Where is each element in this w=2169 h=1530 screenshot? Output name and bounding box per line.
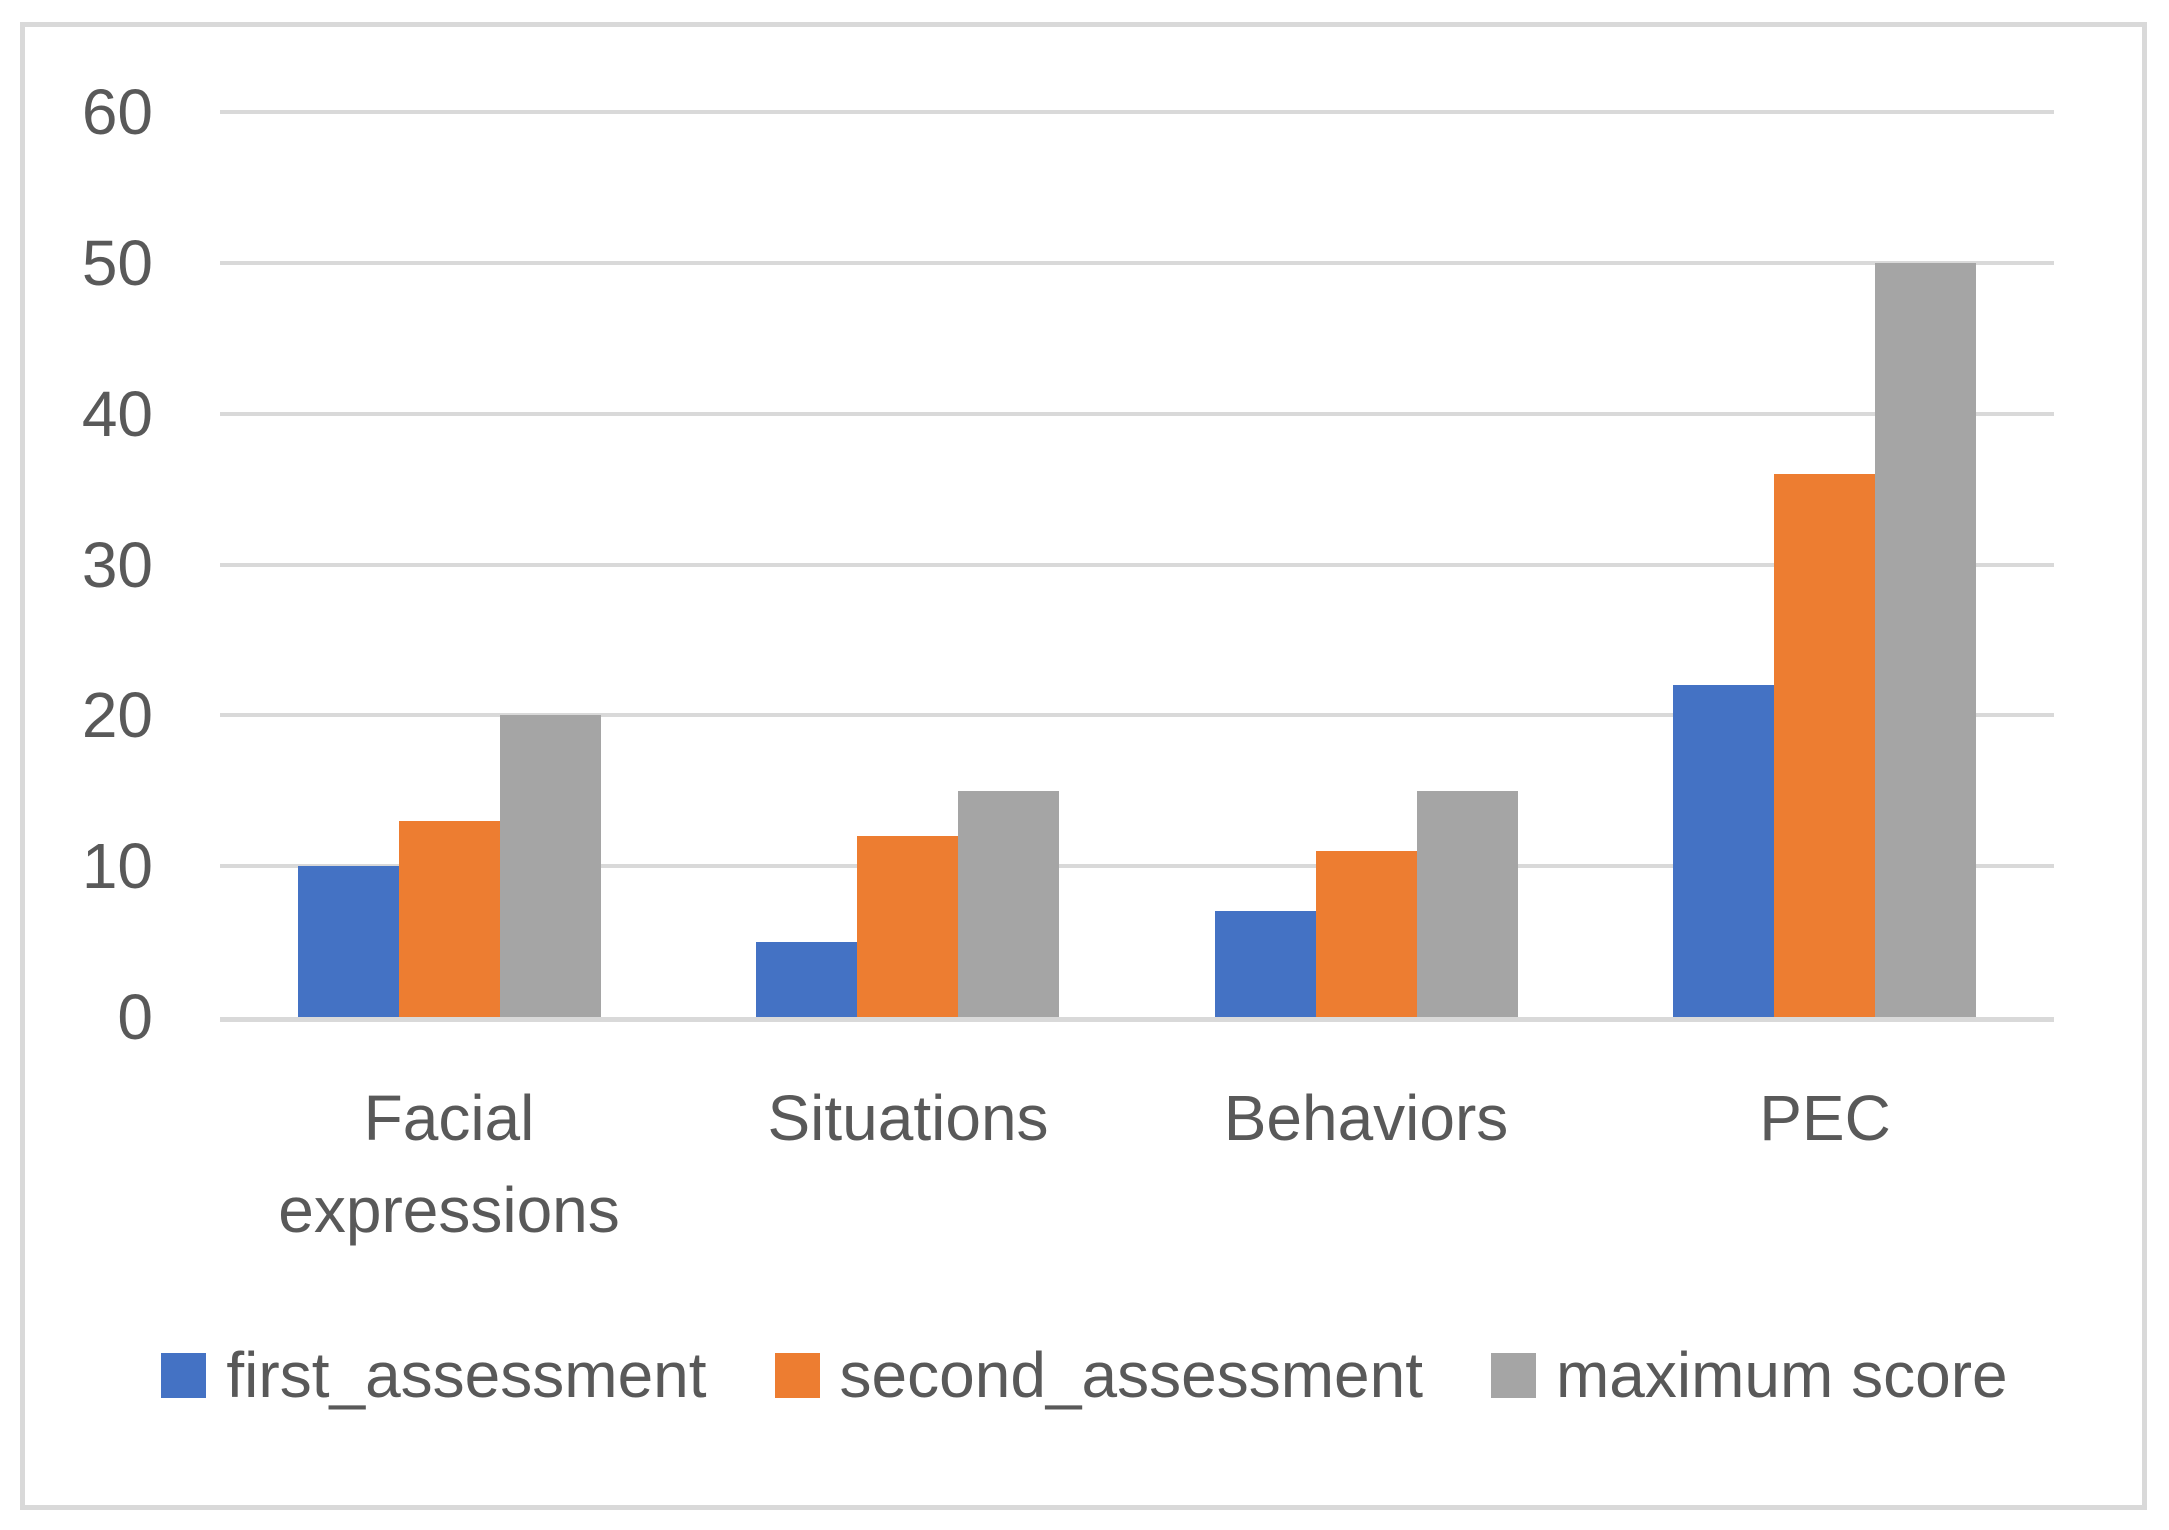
y-tick-label-60: 60: [81, 76, 153, 148]
bar-first-assessment-behaviors: [1215, 911, 1316, 1017]
y-tick-label-30: 30: [81, 529, 153, 601]
legend: first_assessment second_assessment maximum…: [0, 1338, 2169, 1412]
x-axis-labels: Facial expressions Situations Behaviors PEC: [0, 1072, 2169, 1292]
x-category-label-facial-expressions: Facial expressions: [278, 1082, 620, 1246]
legend-item-first-assessment: first_assessment: [161, 1338, 707, 1412]
legend-swatch-first-assessment: [161, 1352, 207, 1398]
x-category-label-behaviors: Behaviors: [1223, 1082, 1509, 1154]
bar-second-assessment-situations: [857, 836, 958, 1017]
y-tick-label-50: 50: [81, 227, 153, 299]
y-tick-label-10: 10: [81, 830, 153, 902]
legend-label-first-assessment: first_assessment: [226, 1339, 707, 1411]
legend-item-second-assessment: second_assessment: [774, 1338, 1423, 1412]
bar-maximum-score-situations: [958, 791, 1059, 1017]
plot-area: [220, 0, 2054, 1530]
legend-swatch-second-assessment: [774, 1352, 820, 1398]
gridline-20: [220, 713, 2054, 717]
x-category-label-situations: Situations: [767, 1082, 1049, 1154]
gridline-60: [220, 110, 2054, 114]
gridline-10: [220, 864, 2054, 868]
bar-second-assessment-facial-expressions: [399, 821, 500, 1017]
x-axis-line: [220, 1017, 2054, 1022]
legend-label-second-assessment: second_assessment: [839, 1339, 1423, 1411]
chart-border: [20, 22, 2147, 1510]
x-category-label-pec: PEC: [1759, 1082, 1891, 1154]
legend-label-maximum-score: maximum score: [1555, 1339, 2008, 1411]
gridline-40: [220, 412, 2054, 416]
bar-second-assessment-behaviors: [1316, 851, 1417, 1017]
bar-maximum-score-behaviors: [1417, 791, 1518, 1017]
gridline-30: [220, 563, 2054, 567]
bar-maximum-score-facial-expressions: [500, 715, 601, 1017]
y-tick-label-0: 0: [117, 981, 153, 1053]
gridline-50: [220, 261, 2054, 265]
bar-first-assessment-facial-expressions: [298, 866, 399, 1017]
bar-maximum-score-pec: [1875, 263, 1976, 1017]
y-axis-labels: 0 10 20 30 40 50 60: [0, 0, 165, 1100]
y-tick-label-40: 40: [81, 378, 153, 450]
y-tick-label-20: 20: [81, 679, 153, 751]
legend-item-maximum-score: maximum score: [1490, 1338, 2008, 1412]
bar-first-assessment-pec: [1673, 685, 1774, 1017]
bar-first-assessment-situations: [756, 942, 857, 1017]
legend-swatch-maximum-score: [1490, 1352, 1536, 1398]
bar-second-assessment-pec: [1774, 474, 1875, 1017]
